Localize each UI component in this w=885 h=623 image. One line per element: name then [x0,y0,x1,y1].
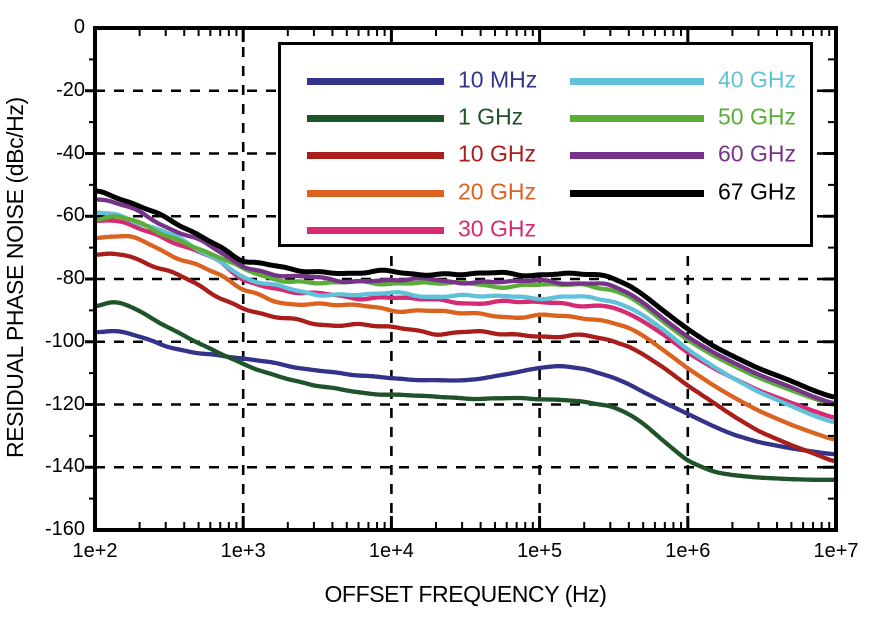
legend-label: 60 GHz [718,140,796,167]
y-tick-label: -100 [44,329,85,352]
legend-swatch-30-GHz [307,227,444,234]
legend-label: 20 GHz [458,178,536,205]
series-67-GHz [95,188,836,400]
legend-label: 10 GHz [458,140,536,167]
legend-label: 10 MHz [458,66,538,93]
legend-swatch-1-GHz [307,115,444,122]
y-tick-label: -20 [56,78,85,101]
series-10-GHz [95,251,836,464]
y-tick-label: -140 [44,455,85,478]
x-tick-label: 1e+6 [665,540,711,562]
y-tick-label: -40 [56,141,85,164]
legend-label: 67 GHz [718,178,796,205]
series-20-GHz [95,233,836,442]
legend-swatch-10-GHz [307,152,444,159]
x-tick-label: 1e+3 [220,540,266,562]
legend: 10 MHz 1 GHz 10 GHz 20 GHz 30 GHz 40 GHz 50 GH… [278,42,813,247]
y-tick-label: -120 [44,392,85,415]
series-60-GHz [95,197,836,406]
curves [95,188,836,482]
x-tick-label: 1e+2 [72,540,118,562]
y-tick-label: 0 [73,16,85,39]
legend-label: 40 GHz [718,66,796,93]
legend-label: 30 GHz [458,215,536,242]
series-1-GHz [95,300,836,482]
series-40-GHz [95,210,836,425]
legend-swatch-40-GHz [570,78,704,85]
series-10-MHz [95,328,836,457]
y-tick-label: -160 [44,518,85,541]
legend-swatch-60-GHz [570,152,704,159]
x-tick-label: 1e+7 [813,540,859,562]
legend-swatch-50-GHz [570,115,704,122]
x-axis-title: OFFSET FREQUENCY (Hz) [324,581,607,607]
y-tick-label: -60 [56,204,85,227]
x-tick-label: 1e+5 [517,540,563,562]
legend-swatch-67-GHz [570,190,704,197]
x-tick-label: 1e+4 [368,540,414,562]
legend-swatch-10-MHz [307,78,444,85]
y-tick-label: -80 [56,267,85,290]
legend-label: 1 GHz [458,103,524,130]
legend-label: 50 GHz [718,103,796,130]
legend-swatch-20-GHz [307,190,444,197]
